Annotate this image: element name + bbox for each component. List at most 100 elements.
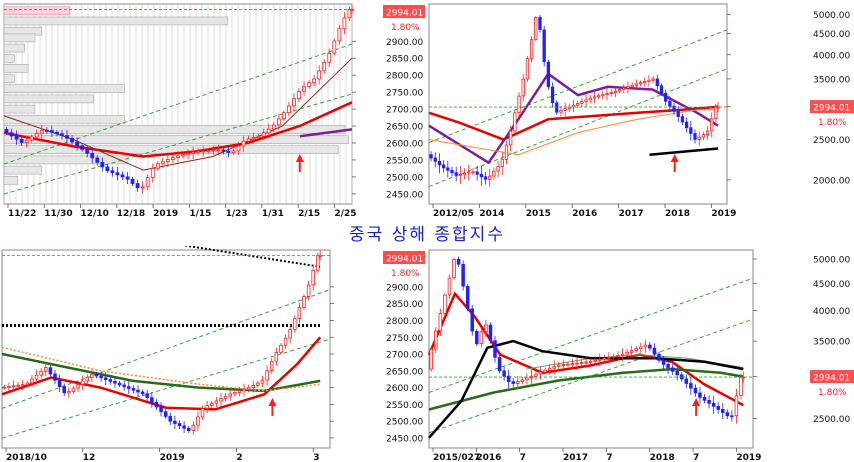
volume-profile-bar [3,74,15,83]
candle-body [716,405,720,410]
candle-body [697,136,701,140]
candle-body [496,166,500,172]
y-tick-label: 5000.00 [813,11,850,21]
price-badge-label: 2994.01 [813,374,850,384]
candle-body [242,388,246,392]
ma-orange-dotted-line [1,346,321,392]
candle-body [592,96,597,99]
candle-body [716,106,720,109]
price-badge-label: 2994.01 [386,9,423,19]
candle-body [450,169,454,174]
trendline [428,68,728,188]
candle-body [75,141,79,147]
candle-body [145,177,150,188]
candle-body [168,416,173,422]
volume-profile-bar [3,104,36,114]
candle-body [559,110,563,113]
x-tick-label: 2018/10 [6,453,47,462]
x-tick-label: 11/30 [44,209,72,219]
candle-body [271,124,276,130]
candle-body [511,381,515,384]
y-tick-label: 4500.00 [813,280,850,290]
x-tick-label: 2 [236,453,242,462]
candle-body [30,378,34,384]
candle-body [542,29,546,63]
candle-body [622,87,626,90]
candle-body [48,367,53,375]
candle-body [306,284,311,297]
candle-body [584,361,588,364]
candle-body [160,161,165,165]
candle-body [734,395,739,417]
candle-body [443,294,447,314]
candle-body [465,286,470,309]
volume-profile-bar [3,64,29,73]
change-pct-label: 1.80% [818,388,847,398]
candle-body [500,159,504,167]
candle-body [570,363,575,365]
candle-body [39,370,43,376]
candle-body [226,150,231,153]
candle-body [588,97,592,101]
change-pct-label: 1.80% [391,269,420,279]
x-tick-label: 12/10 [81,209,109,219]
candle-body [317,70,322,80]
candle-body [11,385,16,388]
candle-body [16,384,20,387]
candle-body [342,17,347,29]
candle-body [684,121,689,129]
candle-body [287,105,291,114]
candle-body [659,85,664,94]
signal-arrow [692,398,701,416]
candle-body [110,170,115,174]
candle-body [543,369,547,373]
candle-body [488,324,493,341]
candle-body [236,145,241,152]
candle-body [223,395,228,399]
candle-body [521,78,525,97]
candle-body [711,402,716,407]
candle-body [140,186,145,189]
y-tick-label: 2450.00 [386,434,423,444]
candle-body [103,377,108,380]
candle-body [288,329,292,339]
candle-body [130,178,135,184]
candle-body [611,355,616,358]
candle-body [643,344,648,348]
candle-body [666,364,670,369]
candle-body [145,393,149,398]
volume-profile-bar [3,155,129,165]
candle-body [657,353,661,361]
candle-body [70,137,74,143]
candle-body [251,385,256,389]
candle-body [561,364,566,366]
candle-body [136,389,140,393]
candle-body [516,381,520,384]
candle-body [429,154,433,159]
chart-panel-bottom-right: 2500.003000.003500.004000.004500.005000.… [427,249,854,462]
candle-body [661,359,666,365]
candle-body [20,384,25,387]
candle-body [552,365,556,369]
ma-purple-line [428,72,719,165]
candle-body [529,39,534,59]
candle-body [534,373,538,377]
candle-body [155,163,160,169]
chart-panel-top-right: 2000.002500.003000.003500.004000.004500.… [428,3,854,219]
candle-body [652,347,657,355]
y-tick-label: 2850.00 [386,55,423,65]
candle-body [707,399,711,404]
candle-body [484,324,488,332]
y-tick-label: 2500.00 [813,415,850,425]
candle-body [210,402,214,407]
candle-body [85,377,90,382]
y-tick-label: 4000.00 [813,51,850,61]
candle-body [438,313,443,332]
x-tick-label: 2017 [619,209,644,219]
candle-body [693,387,698,394]
candle-body [322,61,327,72]
candle-body [76,384,80,389]
candle-body [312,78,317,84]
candle-body [602,357,607,360]
candle-body [730,415,734,418]
